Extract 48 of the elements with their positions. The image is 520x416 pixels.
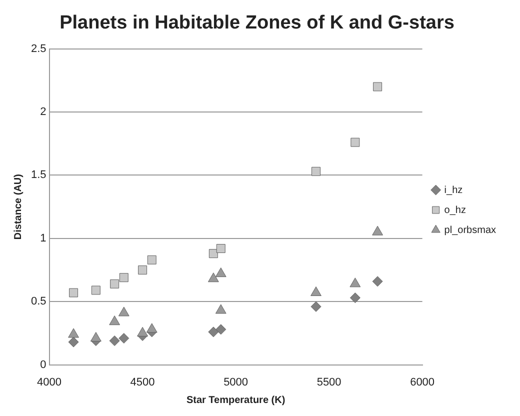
x-tick-label: 5500 (316, 376, 342, 388)
legend-label: pl_orbsmax (444, 224, 496, 236)
x-tick-label: 4000 (37, 376, 62, 388)
point (146, 323, 158, 333)
point (312, 166, 320, 176)
y-tick-label: 0 (40, 358, 46, 371)
point (373, 82, 382, 92)
point (110, 279, 120, 288)
point (69, 288, 78, 298)
x-tick-label: 6000 (410, 376, 435, 388)
point (90, 332, 102, 342)
point (208, 272, 219, 282)
point (68, 336, 79, 348)
point (118, 333, 130, 344)
point (118, 306, 130, 316)
point (350, 292, 360, 304)
x-axis-title: Star Temperature (K) (186, 394, 286, 406)
y-tick-label: 0.5 (30, 296, 46, 308)
chart-title: Planets in Habitable Zones of K and G-stars (60, 12, 454, 34)
point (208, 249, 218, 258)
point (119, 273, 128, 282)
point (310, 301, 322, 312)
point (372, 226, 383, 236)
legend-label: i_hz (444, 184, 463, 196)
point (208, 326, 219, 338)
y-axis-title: Distance (AU) (12, 174, 24, 240)
point (216, 324, 226, 335)
y-tick-label: 2 (40, 106, 46, 118)
point (147, 255, 156, 264)
x-tick-label: 4500 (130, 376, 155, 388)
point (138, 266, 148, 274)
point (215, 304, 226, 314)
point (68, 328, 79, 338)
point (372, 276, 383, 287)
point (109, 336, 120, 346)
y-tick-label: 1 (40, 232, 46, 244)
point (109, 316, 120, 326)
x-tick-label: 5000 (224, 376, 248, 388)
y-tick-label: 1.5 (30, 169, 46, 182)
y-tick-label: 2.5 (30, 42, 46, 55)
point (216, 244, 226, 254)
point (137, 326, 148, 336)
point (310, 286, 322, 296)
point (350, 138, 360, 147)
point (215, 268, 226, 278)
point (91, 286, 100, 295)
legend-label: o_hz (444, 204, 466, 216)
point (350, 278, 361, 288)
